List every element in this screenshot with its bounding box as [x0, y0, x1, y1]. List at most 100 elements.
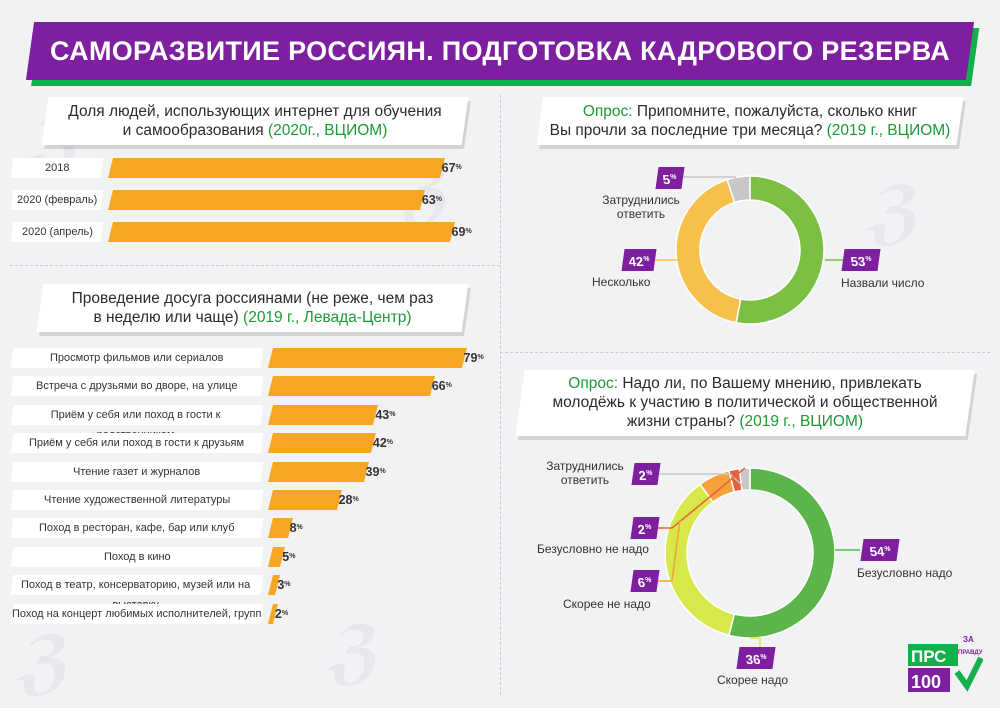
- bar-value-label: 42%: [372, 436, 394, 451]
- chart3-title-line2-text: Вы прочли за последние три месяца?: [549, 122, 827, 139]
- chart1-source: (2020г., ВЦИОМ): [267, 122, 388, 139]
- chart3-donut: [655, 175, 843, 325]
- logo-top-text: ЗА: [963, 635, 974, 644]
- bar-value-label: 63%: [421, 193, 442, 207]
- chart3-title-line2: Вы прочли за последние три месяца? (2019…: [540, 121, 960, 140]
- bar: [268, 404, 379, 425]
- chart4-value-def-yes: 54%: [868, 539, 891, 563]
- section-divider: [500, 352, 990, 353]
- bar-value-label: 67%: [441, 161, 462, 175]
- chart3-value-several-num: 42: [627, 254, 644, 270]
- label-line: ответить: [560, 473, 610, 487]
- leader-line: [683, 176, 743, 196]
- chart2-title: Проведение досуга россиянами (не реже, ч…: [40, 289, 465, 327]
- chart2-title-line2: в неделю или чаще) (2019 г., Левада-Цент…: [40, 308, 465, 327]
- bar: [268, 490, 342, 510]
- chart4-value-def-yes-num: 54: [868, 544, 885, 560]
- chart4-badge-rather-no: 6%: [630, 570, 660, 594]
- chart3-value-unsure: 5%: [662, 167, 677, 191]
- section-divider: [10, 265, 500, 266]
- bar: [268, 348, 467, 368]
- bar-category-label: 2018: [10, 158, 104, 178]
- bar-value-label: 43%: [375, 407, 396, 422]
- chart4-value-def-no: 2%: [637, 517, 652, 541]
- chart4-label-rather-no: Скорее не надо: [563, 597, 651, 611]
- bar-value-label: 5%: [282, 549, 296, 564]
- bar-value-label: 79%: [463, 351, 484, 365]
- bar: [108, 222, 455, 242]
- bar-category-label: Приём у себя или поход в гости к родстве…: [10, 404, 264, 441]
- logo-line3: 100: [911, 672, 941, 692]
- chart1-title-line2: и самообразования (2020г., ВЦИОМ): [45, 121, 465, 140]
- chart3-value-named-num: 53: [849, 254, 866, 270]
- chart4-value-rather-yes: 36%: [744, 647, 767, 671]
- chart3-title-line1-text: Припомните, пожалуйста, сколько книг: [632, 103, 918, 120]
- chart4-title-line3-text: жизни страны?: [626, 413, 740, 430]
- leader-line: [750, 637, 761, 647]
- logo-line2: ПРАВДУ: [958, 650, 983, 656]
- unit-sup: %: [883, 546, 891, 553]
- chart3-badge-named: 53%: [841, 249, 881, 273]
- bar-value-label: 2%: [274, 606, 289, 621]
- column-divider: [500, 95, 501, 695]
- chart3-label-several: Несколько: [592, 275, 651, 289]
- chart3-value-several: 42%: [627, 249, 649, 273]
- donut-slice: [735, 175, 825, 325]
- bar-category-label: Поход в ресторан, кафе, бар или клуб: [10, 518, 264, 539]
- chart4-label-def-no: Безусловно не надо: [537, 542, 649, 556]
- bar-value-label: 69%: [451, 225, 472, 239]
- party-logo: ЗА ПРС ПРАВДУ 100: [908, 635, 983, 692]
- bar: [108, 190, 425, 210]
- label-line: Затруднились: [546, 459, 624, 473]
- bar: [268, 433, 376, 454]
- bar-category-label: Чтение газет и журналов: [10, 461, 264, 482]
- chart3-label-unsure: Затруднились ответить: [596, 193, 686, 221]
- bar-value-label: 28%: [338, 493, 359, 507]
- label-line: ответить: [616, 207, 666, 221]
- label-line: Затруднились: [602, 193, 680, 207]
- chart3-title-line1: Опрос: Припомните, пожалуйста, сколько к…: [540, 102, 960, 121]
- chart3-source: (2019 г., ВЦИОМ): [826, 122, 951, 139]
- chart1-title: Доля людей, использующих интернет для об…: [45, 102, 465, 140]
- chart3-title: Опрос: Припомните, пожалуйста, сколько к…: [540, 102, 960, 140]
- chart4-source: (2019 г., ВЦИОМ): [739, 413, 864, 430]
- chart4-prefix: Опрос:: [568, 375, 619, 392]
- chart2-source: (2019 г., Левада-Центр): [243, 309, 412, 326]
- chart2-title-line2-text: в неделю или чаще): [93, 309, 244, 326]
- bar-value-label: 3%: [277, 578, 291, 593]
- chart4-donut: [658, 467, 860, 647]
- unit-sup: %: [670, 174, 677, 181]
- chart4-title-line3: жизни страны? (2019 г., ВЦИОМ): [520, 412, 970, 431]
- unit-sup: %: [646, 470, 653, 477]
- chart3-label-named: Назвали число: [841, 276, 925, 290]
- bar-category-label: Поход в кино: [10, 546, 264, 567]
- chart4-title-line2: молодёжь к участию в политической и обще…: [552, 394, 938, 411]
- bar-category-label: Чтение художественной литературы: [10, 490, 264, 510]
- chart4-value-unsure: 2%: [638, 463, 653, 487]
- page-title: САМОРАЗВИТИЕ РОССИЯН. ПОДГОТОВКА КАДРОВО…: [50, 36, 950, 66]
- chart4-label-unsure: Затруднились ответить: [540, 459, 630, 487]
- chart4-badge-def-no: 2%: [630, 517, 660, 541]
- donut-slice: [675, 178, 742, 324]
- bar: [268, 376, 435, 397]
- chart4-badge-unsure: 2%: [631, 463, 661, 487]
- bar: [108, 158, 445, 178]
- chart3-badge-several: 42%: [621, 249, 657, 273]
- bar: [268, 461, 369, 482]
- bar-category-label: Поход в театр, консерваторию, музей или …: [10, 575, 264, 611]
- chart3-badge-unsure: 5%: [655, 167, 685, 191]
- chart2-title-line1: Проведение досуга россиянами (не реже, ч…: [71, 290, 434, 307]
- logo-check-icon: [954, 656, 983, 692]
- chart4-title-line1-text: Надо ли, по Вашему мнению, привлекать: [618, 375, 922, 392]
- chart4-value-rather-no: 6%: [637, 570, 652, 594]
- chart3-value-named: 53%: [849, 249, 871, 273]
- bar-category-label: Приём у себя или поход в гости к друзьям: [10, 433, 264, 454]
- leader-line: [659, 473, 746, 489]
- donut-slice: [727, 467, 836, 639]
- unit-sup: %: [645, 524, 652, 531]
- unit-sup: %: [759, 654, 767, 661]
- chart4-title-line1: Опрос: Надо ли, по Вашему мнению, привле…: [520, 374, 970, 393]
- chart4-badge-def-yes: 54%: [860, 539, 900, 563]
- chart4-label-def-yes: Безусловно надо: [857, 566, 953, 580]
